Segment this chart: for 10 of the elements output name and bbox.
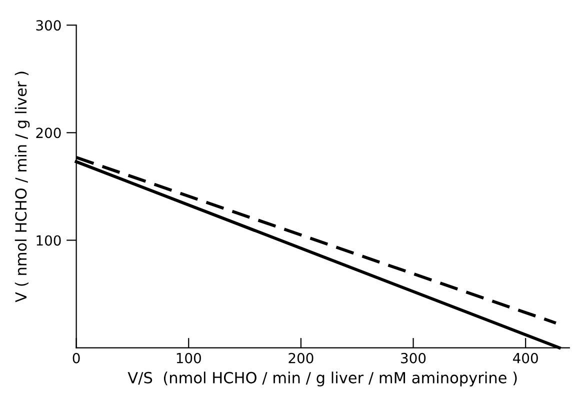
- y-axis-title: V ( nmol HCHO / min / g liver ): [14, 72, 30, 302]
- x-axis-title: V/S (nmol HCHO / min / g liver / mM aminopyrine ): [128, 372, 517, 386]
- y-tick-label: 200: [36, 128, 61, 138]
- x-tick-label: 100: [176, 352, 201, 364]
- x-tick-label: 400: [513, 352, 538, 364]
- y-tick-label: 300: [36, 20, 61, 31]
- x-tick-label: 200: [288, 352, 314, 364]
- x-tick-label: 300: [401, 352, 426, 364]
- x-tick-label: 0: [72, 352, 80, 364]
- y-tick-label: 100: [36, 235, 61, 246]
